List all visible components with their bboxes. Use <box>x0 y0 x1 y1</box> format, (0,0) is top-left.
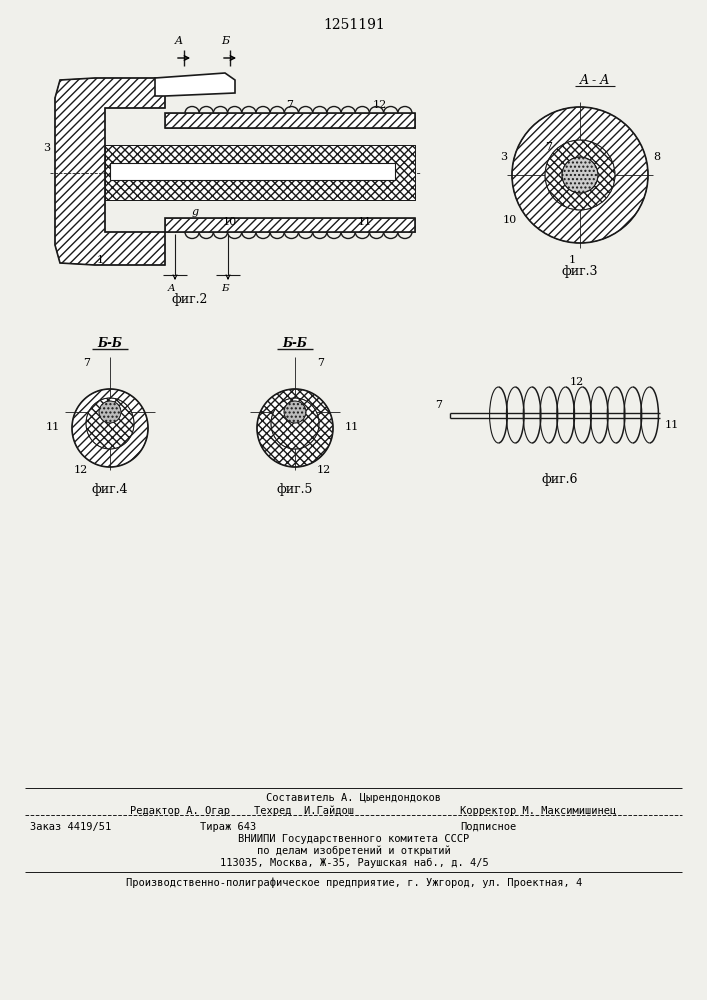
Text: Б: Б <box>221 36 229 46</box>
Text: 7: 7 <box>545 142 552 152</box>
Polygon shape <box>86 398 134 449</box>
Polygon shape <box>105 145 415 200</box>
Circle shape <box>562 157 598 193</box>
Text: Производственно-полиграфическое предприятие, г. Ужгород, ул. Проектная, 4: Производственно-полиграфическое предприя… <box>126 878 582 888</box>
Text: A: A <box>175 36 183 46</box>
Text: Редактор А. Огар: Редактор А. Огар <box>130 806 230 816</box>
Text: 11: 11 <box>665 420 679 430</box>
Text: 7: 7 <box>286 100 293 110</box>
Text: 7: 7 <box>435 400 442 410</box>
Circle shape <box>284 401 306 423</box>
Text: Б-Б: Б-Б <box>283 337 308 350</box>
Text: 6: 6 <box>177 85 184 95</box>
Text: Техред  И.Гайдош: Техред И.Гайдош <box>254 806 354 816</box>
Text: Корректор М. Максимишинец: Корректор М. Максимишинец <box>460 806 617 816</box>
Text: 3: 3 <box>500 152 507 162</box>
Text: 113035, Москва, Ж-35, Раушская наб., д. 4/5: 113035, Москва, Ж-35, Раушская наб., д. … <box>220 858 489 868</box>
Text: 10: 10 <box>503 215 517 225</box>
Text: 1: 1 <box>96 255 103 265</box>
Text: 1: 1 <box>568 255 575 265</box>
Polygon shape <box>155 73 235 96</box>
Polygon shape <box>165 113 415 128</box>
Text: фиг.4: фиг.4 <box>92 483 128 496</box>
Text: A - A: A - A <box>580 74 610 87</box>
Circle shape <box>545 140 615 210</box>
Text: Б-Б: Б-Б <box>98 337 122 350</box>
Text: ВНИИПИ Государственного комитета СССР: ВНИИПИ Государственного комитета СССР <box>238 834 469 844</box>
Text: 12: 12 <box>570 377 584 387</box>
Text: фиг.6: фиг.6 <box>542 473 578 486</box>
Text: Подписное: Подписное <box>460 822 516 832</box>
Text: Заказ 4419/51: Заказ 4419/51 <box>30 822 111 832</box>
Text: 11: 11 <box>46 422 60 432</box>
Polygon shape <box>110 163 395 180</box>
Text: 12: 12 <box>74 465 88 475</box>
Text: g: g <box>192 207 199 217</box>
Text: Б: Б <box>221 284 229 293</box>
Text: фиг.2: фиг.2 <box>172 293 208 306</box>
Text: 11: 11 <box>345 422 359 432</box>
Text: 12: 12 <box>317 465 332 475</box>
Text: по делам изобретений и открытий: по делам изобретений и открытий <box>257 846 451 856</box>
Text: 12: 12 <box>373 100 387 110</box>
Text: 1251191: 1251191 <box>323 18 385 32</box>
Text: фиг.3: фиг.3 <box>562 265 598 278</box>
Text: 3: 3 <box>43 143 51 153</box>
Text: A: A <box>168 284 176 293</box>
Text: 10: 10 <box>223 217 237 227</box>
Polygon shape <box>271 398 319 449</box>
Text: 11: 11 <box>358 217 372 227</box>
Polygon shape <box>55 78 165 265</box>
Polygon shape <box>165 218 415 232</box>
Polygon shape <box>257 389 333 467</box>
Text: Составитель А. Цырендондоков: Составитель А. Цырендондоков <box>267 793 441 803</box>
Text: 7: 7 <box>83 358 90 368</box>
Text: Тираж 643: Тираж 643 <box>200 822 256 832</box>
Polygon shape <box>72 389 148 467</box>
Text: 7: 7 <box>317 358 324 368</box>
Text: 8: 8 <box>653 152 660 162</box>
Circle shape <box>99 401 121 423</box>
Text: фиг.5: фиг.5 <box>277 483 313 496</box>
Circle shape <box>512 107 648 243</box>
